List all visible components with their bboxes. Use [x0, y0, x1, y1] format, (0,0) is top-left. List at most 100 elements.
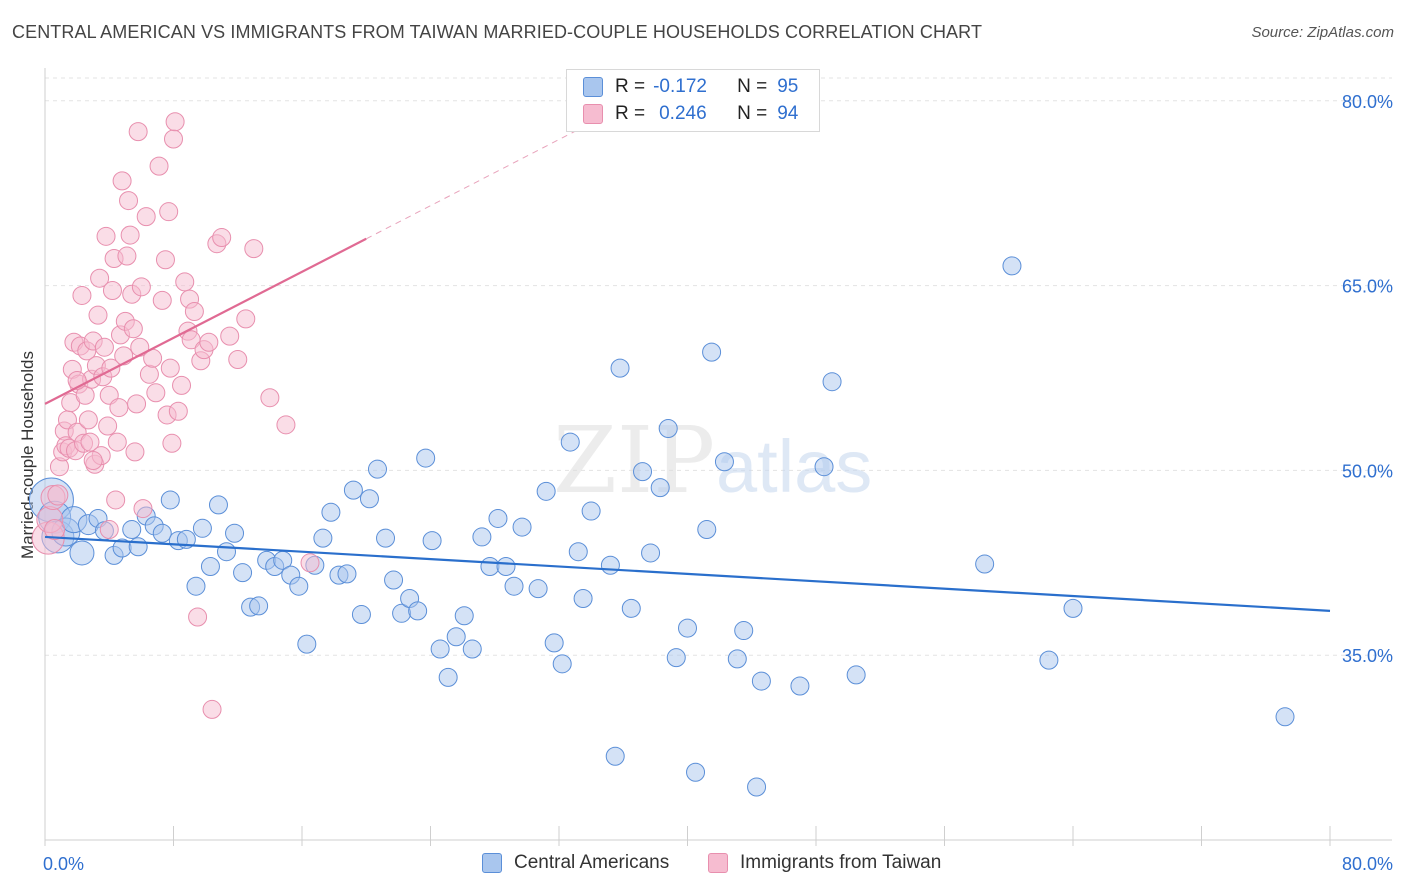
legend-swatch-blue [482, 853, 502, 873]
point-immigrants-from-taiwan [152, 290, 172, 310]
point-immigrants-from-taiwan [159, 202, 179, 222]
point-central-americans [581, 501, 601, 521]
legend-item-central-americans[interactable]: Central Americans [482, 852, 669, 874]
legend-swatch-blue [583, 77, 603, 97]
point-central-americans [321, 502, 341, 522]
point-central-americans [128, 537, 148, 557]
point-central-americans [69, 540, 95, 566]
point-immigrants-from-taiwan [244, 239, 264, 259]
point-central-americans [846, 665, 866, 685]
point-central-americans [814, 457, 834, 477]
point-central-americans [504, 576, 524, 596]
point-central-americans [734, 621, 754, 641]
source-label: Source: ZipAtlas.com [1251, 24, 1394, 41]
point-immigrants-from-taiwan [90, 268, 110, 288]
legend-item-immigrants-from-taiwan[interactable]: Immigrants from Taiwan [708, 852, 941, 874]
point-central-americans [747, 777, 767, 797]
point-central-americans [727, 649, 747, 669]
point-central-americans [488, 508, 508, 528]
point-central-americans [610, 358, 630, 378]
point-immigrants-from-taiwan [212, 228, 232, 248]
trend-line-immigrants-from-taiwan [44, 237, 367, 405]
point-immigrants-from-taiwan [112, 171, 132, 191]
point-central-americans [416, 448, 436, 468]
point-immigrants-from-taiwan [165, 112, 185, 132]
legend-r-label: R = [615, 103, 646, 124]
legend-n-label: N = [737, 103, 768, 124]
point-central-americans [573, 589, 593, 609]
point-immigrants-from-taiwan [236, 309, 256, 329]
point-central-americans [714, 452, 734, 472]
point-immigrants-from-taiwan [136, 207, 156, 227]
point-immigrants-from-taiwan [131, 277, 151, 297]
point-central-americans [313, 528, 333, 548]
point-immigrants-from-taiwan [228, 350, 248, 370]
point-immigrants-from-taiwan [94, 337, 114, 357]
point-central-americans [528, 579, 548, 599]
point-central-americans [552, 654, 572, 674]
legend-label-central-americans: Central Americans [514, 852, 670, 873]
legend-row-immigrants-from-taiwan: R = 0.246 N = 94 [583, 103, 798, 125]
point-immigrants-from-taiwan [184, 301, 204, 321]
x-tick-label-min: 0.0% [43, 854, 84, 874]
point-central-americans [200, 556, 220, 576]
point-central-americans [975, 554, 995, 574]
point-central-americans [446, 627, 466, 647]
point-central-americans [686, 762, 706, 782]
legend-n-label: N = [737, 76, 768, 97]
point-central-americans [605, 746, 625, 766]
point-immigrants-from-taiwan [160, 358, 180, 378]
point-central-americans [822, 372, 842, 392]
point-immigrants-from-taiwan [175, 272, 195, 292]
legend-r-value: 0.246 [659, 103, 707, 124]
y-tick-label: 65.0% [1342, 277, 1393, 297]
point-central-americans [408, 601, 428, 621]
point-immigrants-from-taiwan [125, 442, 145, 462]
point-central-americans [568, 542, 588, 562]
y-tick-label: 80.0% [1342, 92, 1393, 112]
watermark-zip: ZIP [553, 407, 715, 514]
point-central-americans [233, 563, 253, 583]
point-central-americans [480, 556, 500, 576]
point-central-americans [337, 564, 357, 584]
chart-title: CENTRAL AMERICAN VS IMMIGRANTS FROM TAIW… [12, 22, 983, 42]
point-central-americans [666, 648, 686, 668]
point-immigrants-from-taiwan [260, 388, 280, 408]
point-immigrants-from-taiwan [123, 319, 143, 339]
point-central-americans [430, 639, 450, 659]
point-immigrants-from-taiwan [44, 519, 66, 541]
series-legend: Central Americans Immigrants from Taiwan [0, 852, 1406, 876]
point-immigrants-from-taiwan [106, 490, 126, 510]
point-central-americans [217, 542, 237, 562]
point-central-americans [422, 531, 442, 551]
point-immigrants-from-taiwan [107, 432, 127, 452]
point-central-americans [702, 342, 722, 362]
point-immigrants-from-taiwan [162, 433, 182, 453]
point-central-americans [367, 459, 387, 479]
point-immigrants-from-taiwan [72, 285, 92, 305]
point-immigrants-from-taiwan [83, 451, 103, 471]
point-immigrants-from-taiwan [88, 305, 108, 325]
point-immigrants-from-taiwan [102, 281, 122, 301]
point-immigrants-from-taiwan [96, 226, 116, 246]
point-immigrants-from-taiwan [146, 383, 166, 403]
point-immigrants-from-taiwan [149, 156, 169, 176]
series-central-americans [28, 256, 1295, 797]
point-central-americans [249, 596, 269, 616]
point-central-americans [208, 495, 228, 515]
point-immigrants-from-taiwan [133, 499, 153, 519]
point-central-americans [186, 576, 206, 596]
series-immigrants-from-taiwan [31, 112, 320, 719]
point-immigrants-from-taiwan [75, 385, 95, 405]
y-tick-label: 50.0% [1342, 461, 1393, 481]
point-central-americans [658, 419, 678, 439]
point-immigrants-from-taiwan [109, 398, 129, 418]
point-central-americans [152, 523, 172, 543]
point-central-americans [1002, 256, 1022, 276]
point-immigrants-from-taiwan [98, 416, 118, 436]
point-central-americans [650, 478, 670, 498]
point-immigrants-from-taiwan [120, 225, 140, 245]
y-tick-label: 35.0% [1342, 646, 1393, 666]
point-central-americans [633, 462, 653, 482]
point-immigrants-from-taiwan [80, 432, 100, 452]
